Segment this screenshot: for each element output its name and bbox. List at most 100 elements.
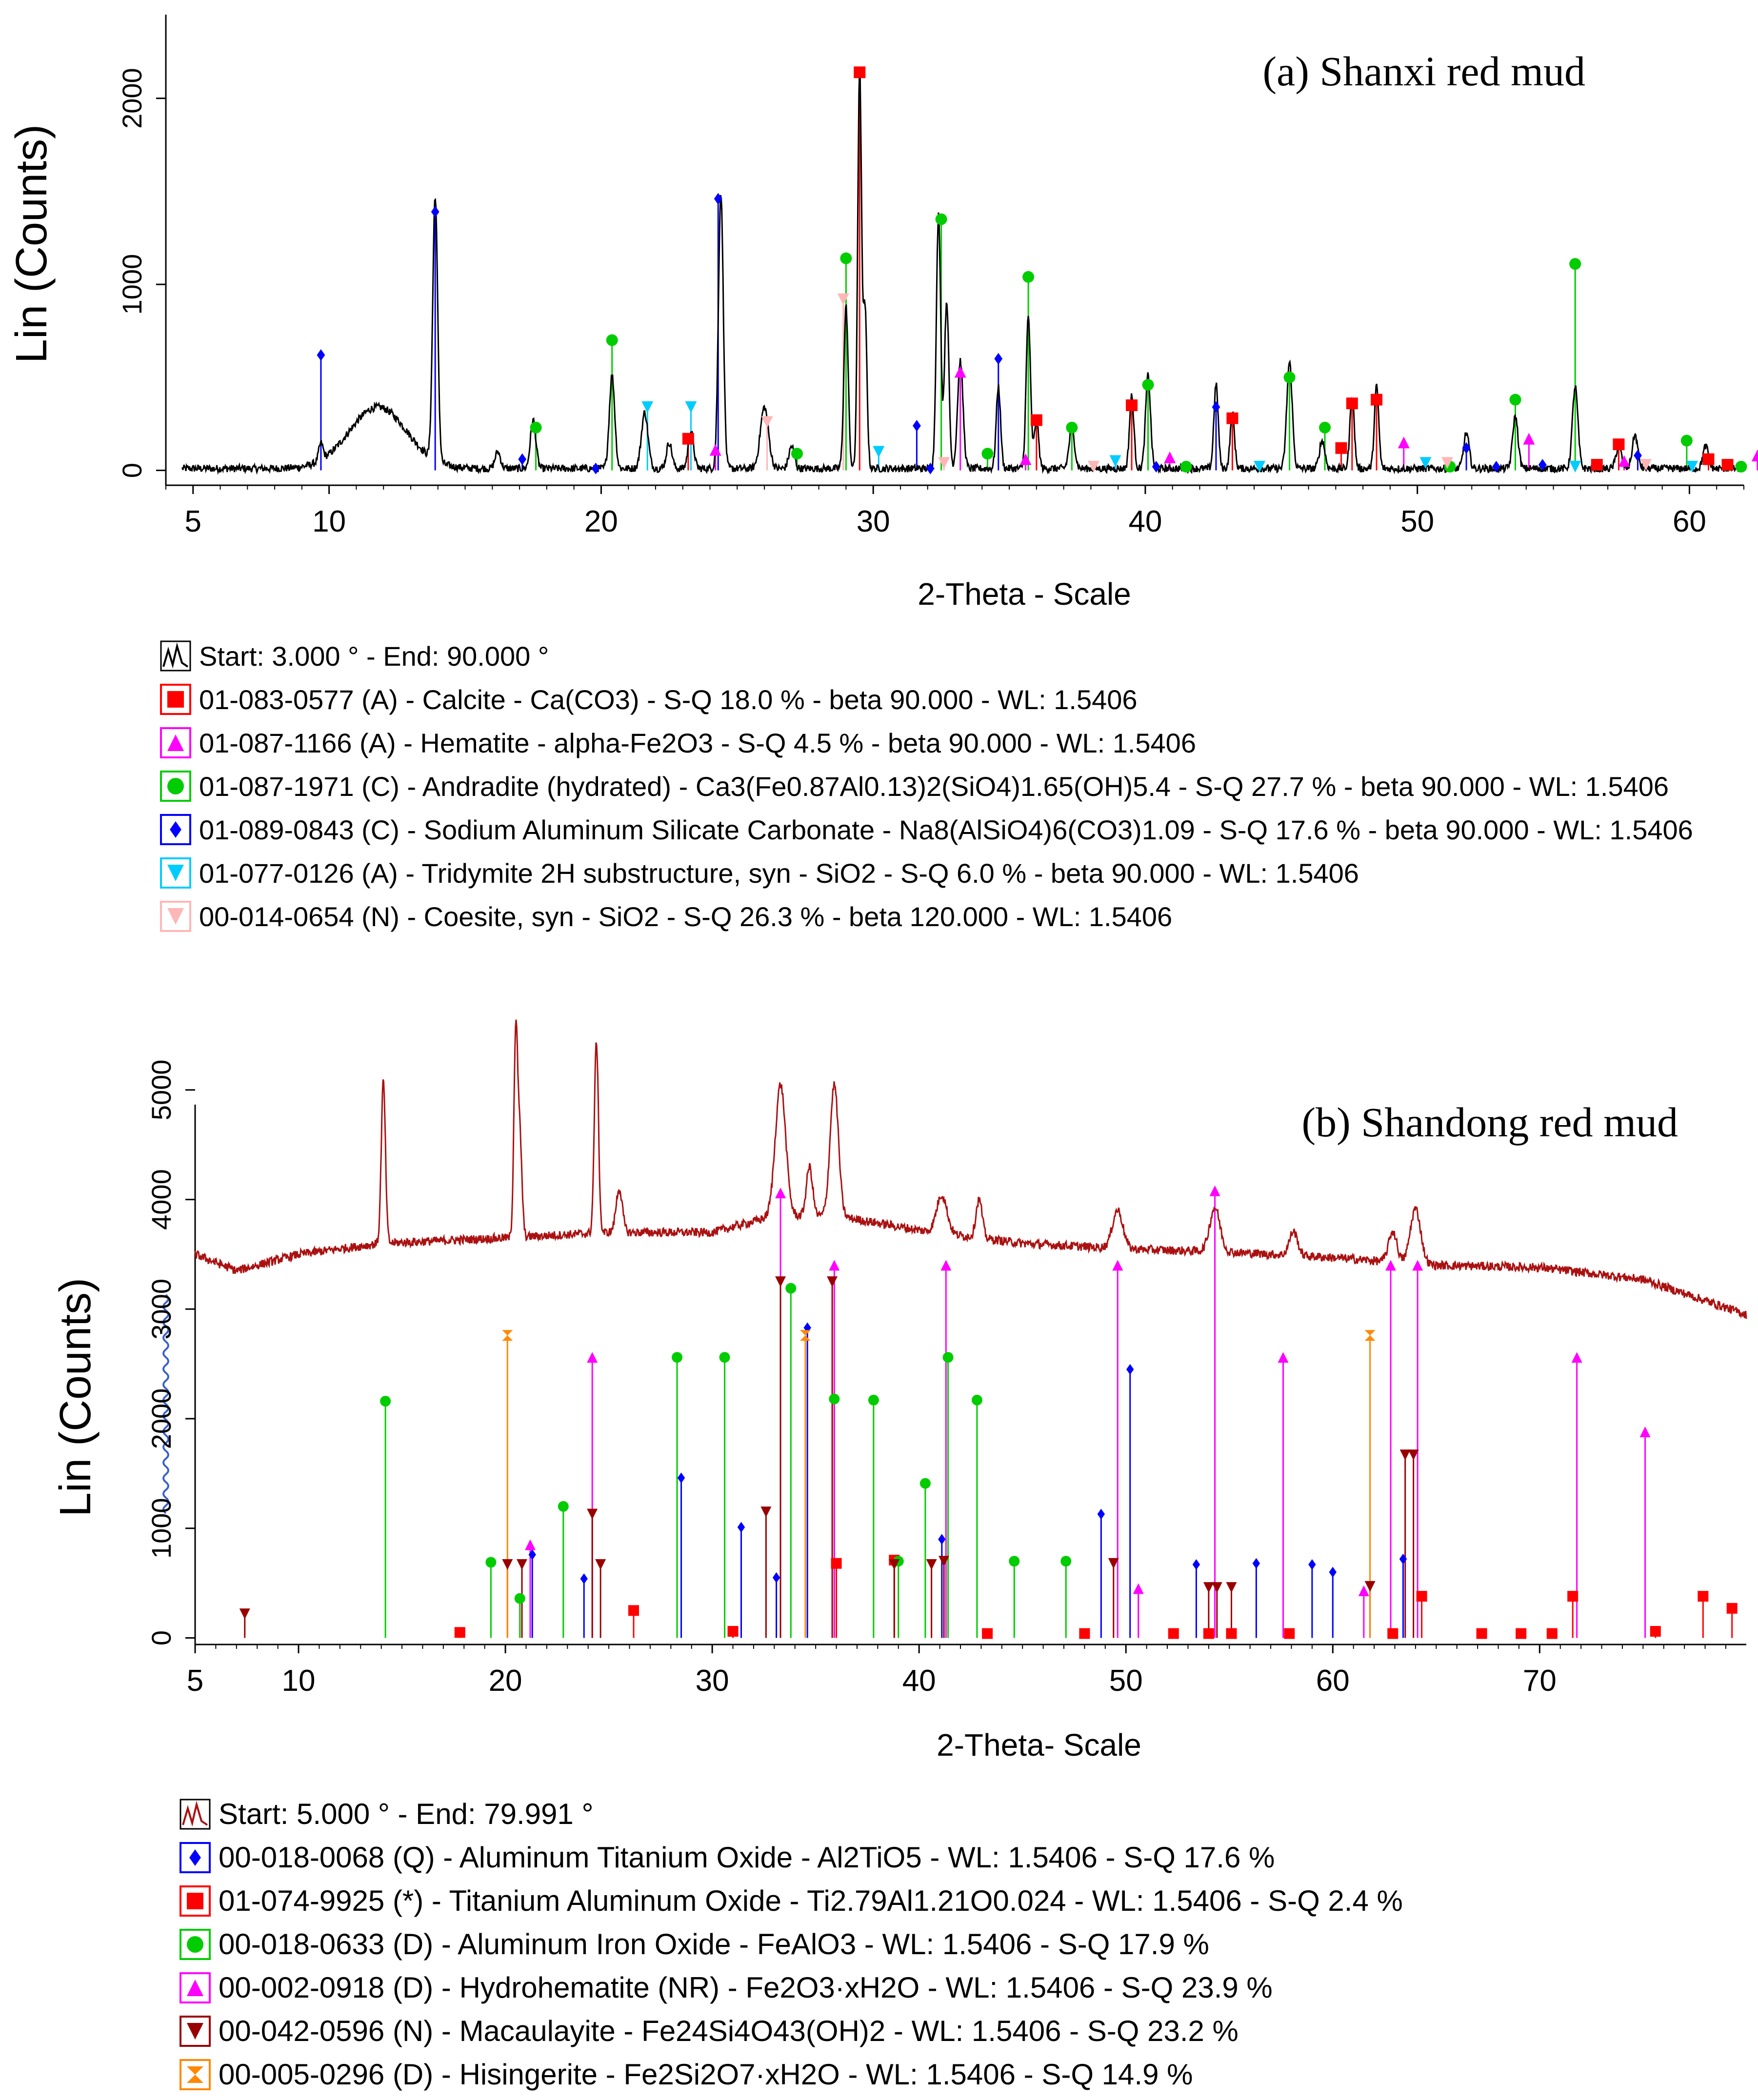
legend-swatch-box bbox=[180, 2059, 211, 2090]
reference-peak-marker bbox=[926, 462, 935, 475]
panel-b-xlabel: 2-Theta- Scale bbox=[937, 1727, 1141, 1763]
reference-peak-marker bbox=[1721, 459, 1734, 471]
reference-peak-marker bbox=[1209, 1185, 1220, 1196]
reference-peak-marker bbox=[1416, 1591, 1427, 1602]
reference-peak-marker bbox=[1030, 414, 1042, 426]
reference-peak-marker bbox=[1364, 1330, 1376, 1341]
reference-peak-marker bbox=[1329, 1566, 1337, 1578]
reference-peak-marker bbox=[760, 1506, 772, 1518]
reference-peak-marker bbox=[1462, 442, 1471, 454]
x-tick-label: 30 bbox=[696, 1664, 729, 1698]
reference-peak-marker bbox=[1476, 1628, 1487, 1639]
reference-peak-marker bbox=[982, 1628, 993, 1639]
reference-peak-marker bbox=[1567, 1591, 1578, 1602]
legend-marker-icon bbox=[187, 2066, 203, 2083]
reference-peak-marker bbox=[1066, 421, 1078, 434]
reference-peak-marker bbox=[775, 1276, 786, 1288]
reference-peak-marker bbox=[524, 1539, 536, 1550]
reference-peak-marker bbox=[1022, 271, 1035, 283]
reference-peak-marker bbox=[1308, 1559, 1316, 1570]
reference-peak-marker bbox=[380, 1396, 391, 1407]
reference-peak-marker bbox=[1546, 1628, 1558, 1639]
panel-a-xlabel: 2-Theta - Scale bbox=[918, 576, 1131, 612]
legend-swatch-box bbox=[180, 1842, 211, 1873]
reference-peak-marker bbox=[1441, 457, 1454, 469]
reference-peak-marker bbox=[799, 1330, 811, 1341]
reference-peak-marker bbox=[587, 1508, 598, 1520]
legend-marker-icon bbox=[170, 821, 181, 838]
legend-entry: 01-077-0126 (A) - Tridymite 2H substruct… bbox=[199, 858, 1359, 889]
reference-peak-marker bbox=[454, 1627, 465, 1638]
reference-peak-marker bbox=[829, 1260, 840, 1271]
x-tick-label: 30 bbox=[857, 505, 890, 538]
reference-peak-marker bbox=[1079, 1628, 1090, 1639]
panel-a-shanxi: (a) Shanxi red mud Lin (Counts) 2-Theta … bbox=[7, 15, 1758, 932]
legend-marker-icon bbox=[187, 1980, 203, 1996]
reference-peak-marker bbox=[868, 1394, 879, 1406]
panel-a-reference-sticks bbox=[320, 72, 1758, 471]
reference-peak-marker bbox=[1516, 1628, 1527, 1639]
reference-peak-marker bbox=[1164, 451, 1176, 463]
reference-peak-marker bbox=[981, 448, 994, 460]
reference-peak-marker bbox=[558, 1501, 569, 1512]
reference-peak-marker bbox=[1097, 1508, 1105, 1520]
reference-peak-marker bbox=[317, 349, 325, 361]
reference-peak-marker bbox=[1650, 1626, 1661, 1637]
reference-peak-marker bbox=[682, 433, 694, 445]
reference-peak-marker bbox=[775, 1188, 786, 1199]
panel-a-ticks: 5 10 20 30 40 50 60 0 1000 2000 bbox=[117, 68, 1744, 538]
reference-peak-marker bbox=[587, 1352, 598, 1363]
panel-a-diffraction-trace bbox=[181, 68, 1745, 475]
panel-b-axis-wavy-mark bbox=[162, 1294, 169, 1514]
x-tick-label: 60 bbox=[1316, 1664, 1350, 1698]
reference-peak-marker bbox=[926, 1559, 937, 1570]
reference-peak-marker bbox=[1284, 1628, 1295, 1639]
reference-peak-marker bbox=[1698, 1591, 1709, 1602]
reference-peak-marker bbox=[1412, 1260, 1423, 1271]
legend-entry: 01-089-0843 (C) - Sodium Aluminum Silica… bbox=[199, 814, 1693, 845]
reference-peak-marker bbox=[580, 1573, 588, 1585]
reference-peak-marker bbox=[938, 1534, 946, 1545]
panel-a-title: (a) Shanxi red mud bbox=[1262, 48, 1585, 95]
legend-entry: 01-087-1971 (C) - Andradite (hydrated) -… bbox=[199, 771, 1669, 802]
reference-peak-marker bbox=[1142, 379, 1154, 391]
y-tick-label: 5000 bbox=[146, 1060, 177, 1121]
reference-peak-marker bbox=[1168, 1628, 1179, 1639]
x-tick-label: 20 bbox=[584, 505, 618, 538]
y-tick-label: 1000 bbox=[117, 254, 147, 315]
reference-peak-marker bbox=[517, 1559, 528, 1570]
x-tick-label: 20 bbox=[489, 1664, 522, 1698]
panel-a-legend: Start: 3.000 ° - End: 90.000 ° 01-083-057… bbox=[160, 640, 1693, 932]
reference-peak-marker bbox=[791, 448, 803, 460]
reference-peak-marker bbox=[502, 1330, 513, 1341]
reference-peak-marker bbox=[1726, 1603, 1738, 1614]
panel-b-ylabel: Lin (Counts) bbox=[51, 1278, 100, 1517]
legend-entry: 01-087-1166 (A) - Hematite - alpha-Fe2O3… bbox=[199, 728, 1196, 758]
reference-peak-marker bbox=[785, 1283, 797, 1294]
panel-a-ylabel: Lin (Counts) bbox=[7, 124, 56, 363]
reference-peak-marker bbox=[1634, 449, 1642, 461]
reference-peak-marker bbox=[1226, 1582, 1237, 1593]
reference-peak-marker bbox=[714, 193, 722, 205]
reference-peak-marker bbox=[1358, 1585, 1369, 1596]
reference-peak-marker bbox=[1399, 1449, 1411, 1461]
reference-peak-marker bbox=[530, 421, 542, 434]
reference-peak-marker bbox=[502, 1559, 513, 1570]
legend-swatch-box bbox=[180, 1885, 211, 1917]
reference-peak-marker bbox=[1613, 438, 1625, 451]
reference-peak-marker bbox=[971, 1394, 982, 1406]
reference-peak-marker bbox=[939, 1556, 950, 1567]
reference-peak-marker bbox=[239, 1608, 250, 1620]
reference-peak-marker bbox=[1686, 460, 1698, 473]
reference-peak-marker bbox=[1087, 460, 1099, 473]
legend-entry: 00-042-0596 (N) - Macaulayite - Fe24Si4O… bbox=[219, 2015, 1239, 2047]
reference-peak-marker bbox=[737, 1522, 745, 1533]
panel-b-ticks: 5 10 20 30 40 50 60 70 0 1000 2000 3000 4000 5000 bbox=[146, 1060, 1726, 1698]
reference-peak-marker bbox=[528, 1549, 536, 1560]
reference-peak-marker bbox=[1252, 1558, 1260, 1569]
legend-marker-icon bbox=[189, 1849, 201, 1866]
legend-marker-icon bbox=[167, 691, 184, 708]
panel-b-reference-sticks bbox=[244, 1190, 1733, 1638]
reference-peak-marker bbox=[954, 366, 966, 378]
